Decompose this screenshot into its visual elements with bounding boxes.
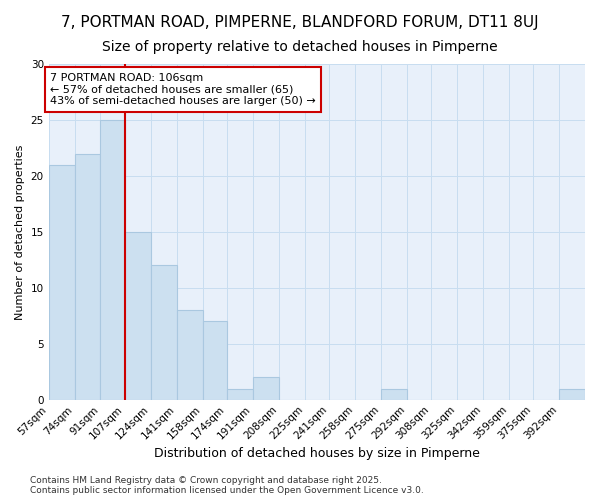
Text: Contains HM Land Registry data © Crown copyright and database right 2025.
Contai: Contains HM Land Registry data © Crown c…: [30, 476, 424, 495]
Text: 7, PORTMAN ROAD, PIMPERNE, BLANDFORD FORUM, DT11 8UJ: 7, PORTMAN ROAD, PIMPERNE, BLANDFORD FOR…: [61, 15, 539, 30]
Bar: [125, 232, 151, 400]
Bar: [74, 154, 100, 400]
Bar: [381, 388, 407, 400]
X-axis label: Distribution of detached houses by size in Pimperne: Distribution of detached houses by size …: [154, 447, 480, 460]
Text: 7 PORTMAN ROAD: 106sqm
← 57% of detached houses are smaller (65)
43% of semi-det: 7 PORTMAN ROAD: 106sqm ← 57% of detached…: [50, 73, 316, 106]
Text: Size of property relative to detached houses in Pimperne: Size of property relative to detached ho…: [102, 40, 498, 54]
Bar: [100, 120, 125, 400]
Bar: [151, 266, 176, 400]
Bar: [253, 378, 279, 400]
Y-axis label: Number of detached properties: Number of detached properties: [15, 144, 25, 320]
Bar: [49, 164, 74, 400]
Bar: [203, 322, 227, 400]
Bar: [559, 388, 585, 400]
Bar: [227, 388, 253, 400]
Bar: [176, 310, 203, 400]
